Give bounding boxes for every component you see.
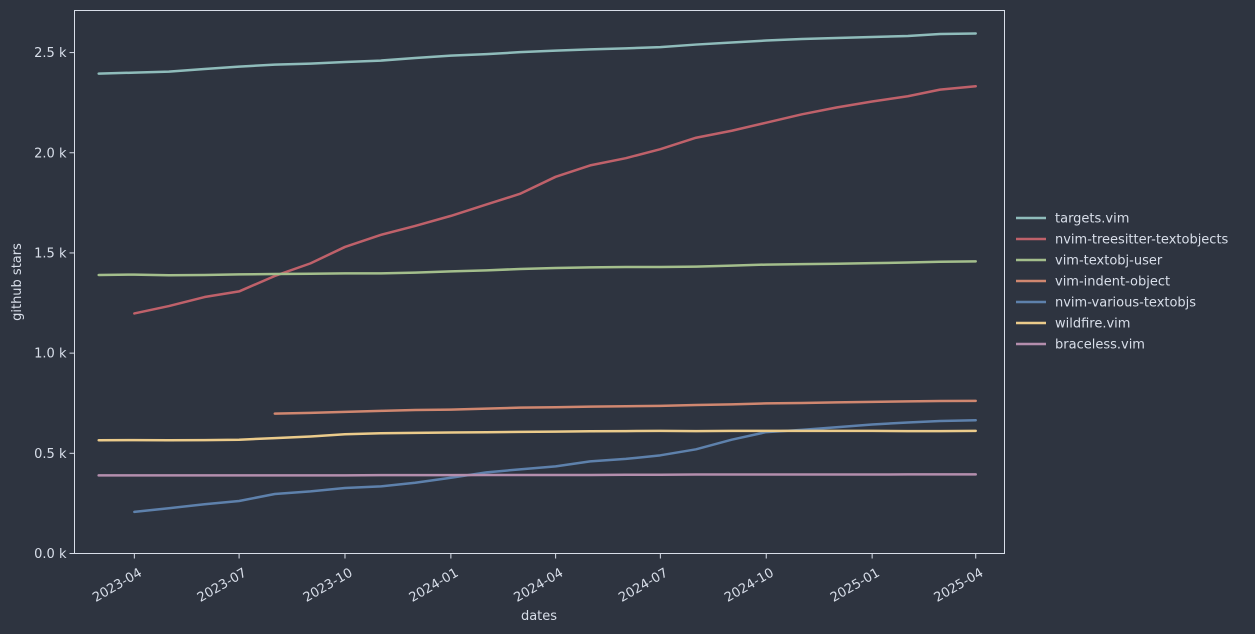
legend-label: braceless.vim <box>1055 338 1145 353</box>
legend: targets.vim nvim-treesitter-textobjects vi… <box>1016 212 1229 353</box>
x-tick-label: 2024-04 <box>511 566 566 606</box>
y-axis: 0.0 k 0.5 k 1.0 k 1.5 k 2.0 k 2.5 k <box>34 46 75 562</box>
y-tick-label: 1.0 k <box>34 347 67 362</box>
series-line-nvim-treesitter-textobjects <box>133 84 977 315</box>
plot-area <box>74 10 1005 554</box>
legend-label: nvim-various-textobjs <box>1055 296 1196 311</box>
y-axis-title: github stars <box>10 243 25 321</box>
y-tick-label: 2.5 k <box>34 46 67 61</box>
x-axis-title: dates <box>521 609 557 624</box>
y-tick-label: 0.0 k <box>34 547 67 562</box>
series-line-targets-vim <box>97 32 977 75</box>
x-tick-label: 2025-01 <box>828 566 883 606</box>
x-tick-label: 2023-10 <box>301 566 356 606</box>
x-tick-label: 2024-07 <box>616 566 671 606</box>
x-tick-label: 2024-10 <box>722 566 777 606</box>
y-tick-label: 2.0 k <box>34 146 67 161</box>
series-line-vim-indent-object <box>273 399 977 415</box>
legend-label: targets.vim <box>1055 212 1129 227</box>
series-line-vim-textobj-user <box>97 260 977 277</box>
y-tick-label: 1.5 k <box>34 246 67 261</box>
legend-label: wildfire.vim <box>1055 317 1130 332</box>
series-line-nvim-various-textobjs <box>133 419 977 514</box>
x-tick-label: 2024-01 <box>407 566 462 606</box>
legend-label: vim-indent-object <box>1055 275 1170 290</box>
y-tick-label: 0.5 k <box>34 447 67 462</box>
legend-label: nvim-treesitter-textobjects <box>1055 233 1229 248</box>
x-axis: 2023-04 2023-07 2023-10 2024-01 2024-04 2024-… <box>90 553 987 606</box>
legend-label: vim-textobj-user <box>1055 254 1163 269</box>
series-line-wildfire-vim <box>97 429 977 442</box>
x-tick-label: 2025-04 <box>932 566 987 606</box>
series-line-braceless-vim <box>97 473 977 477</box>
series-lines <box>97 32 977 514</box>
x-tick-label: 2023-07 <box>195 566 250 606</box>
x-tick-label: 2023-04 <box>90 566 145 606</box>
